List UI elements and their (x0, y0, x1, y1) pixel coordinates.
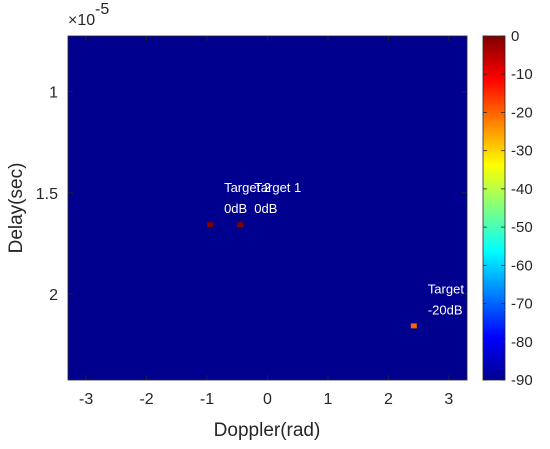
colorbar-ticks: 0 -10 -20 -30 -40 -50 -60 -70 -80 -90 (483, 28, 533, 389)
colorbar-tick-label: -30 (511, 143, 533, 160)
x-tick-label: 1 (324, 391, 333, 408)
target-marker (207, 222, 214, 228)
x-axis-ticks: -3 -2 -1 0 1 2 3 (79, 36, 453, 408)
x-tick-label: -1 (200, 391, 214, 408)
target-level-label: 0dB (224, 201, 247, 216)
colorbar-tick-label: 0 (511, 28, 519, 45)
colorbar-tick-label: -90 (511, 372, 533, 389)
target-marker (237, 222, 244, 228)
target-level-label: 0dB (254, 201, 277, 216)
target-marker (410, 323, 417, 329)
x-tick-label: 3 (444, 391, 453, 408)
colorbar-tick-label: -80 (511, 334, 533, 351)
heatmap-background (68, 36, 467, 380)
target-level-label: -20dB (428, 302, 463, 317)
y-tick-label: 2 (49, 287, 58, 304)
colorbar-tick-label: -10 (511, 66, 533, 83)
target-name-label: Target 2 (224, 180, 271, 195)
y-multiplier-label: ×10 (68, 12, 95, 29)
colorbar (482, 35, 506, 381)
y-axis-title: Delay(sec) (6, 163, 27, 254)
target-name-label: Target 1 (254, 180, 301, 195)
colorbar-tick-label: -70 (511, 296, 533, 313)
colorbar-tick-label: -60 (511, 257, 533, 274)
x-tick-label: -3 (79, 391, 93, 408)
x-tick-label: 0 (263, 391, 272, 408)
y-axis-ticks: 11.52 (36, 85, 467, 304)
colorbar-tick-label: -40 (511, 181, 533, 198)
y-tick-label: 1.5 (36, 186, 58, 203)
y-tick-label: 1 (49, 85, 58, 102)
target-name-label: Target 3 (428, 281, 475, 296)
x-axis-title: Doppler(rad) (214, 420, 321, 441)
x-tick-label: -2 (139, 391, 153, 408)
targets-layer: Target 1 0dB Target 2 0dB Target 3 -20dB (207, 180, 475, 329)
x-tick-label: 2 (384, 391, 393, 408)
y-exponent-label: -5 (95, 1, 109, 18)
colorbar-tick-label: -20 (511, 104, 533, 121)
colorbar-tick-label: -50 (511, 219, 533, 236)
